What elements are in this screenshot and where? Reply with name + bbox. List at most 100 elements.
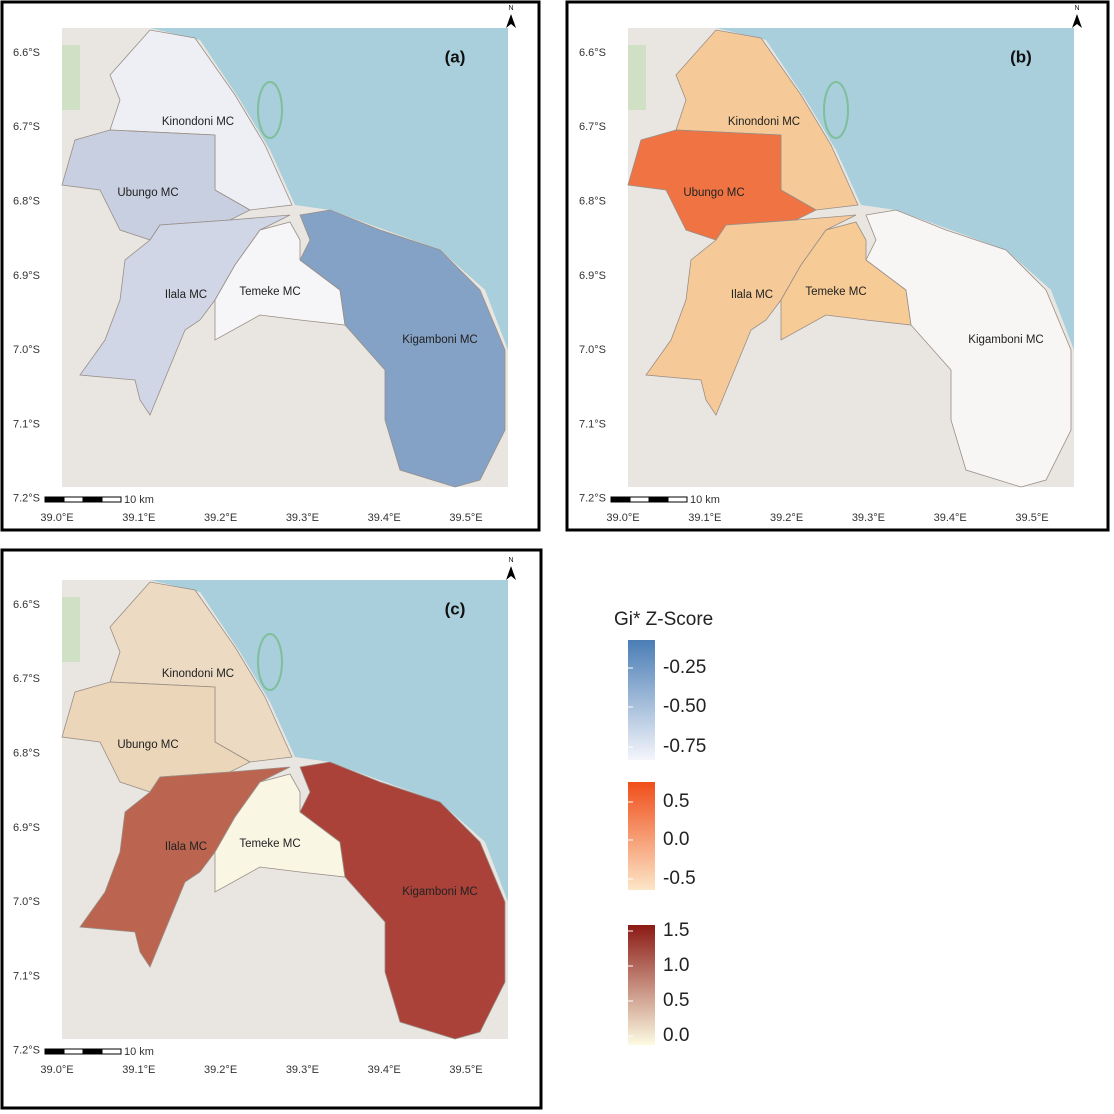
legend-tick-label: 0.0: [663, 1025, 689, 1046]
legend-tick-label: 1.5: [663, 920, 689, 941]
lat-tick-label: 6.6°S: [13, 47, 40, 59]
region-label: Ubungo MC: [117, 187, 178, 199]
scale-bar-segment: [610, 496, 631, 503]
region-label: Ubungo MC: [117, 739, 178, 751]
lat-tick-label: 7.2°S: [13, 1045, 40, 1057]
region-label: Temeke MC: [239, 286, 300, 298]
scale-bar-segment: [63, 496, 84, 503]
region-label: Temeke MC: [805, 286, 866, 298]
lon-tick-label: 39.1°E: [122, 1064, 155, 1076]
lat-tick-label: 7.1°S: [13, 970, 40, 982]
lon-tick-label: 39.4°E: [368, 512, 401, 524]
region: [865, 209, 1072, 488]
region-label: Temeke MC: [239, 838, 300, 850]
scale-bar-segment: [629, 496, 650, 503]
lat-tick-label: 7.2°S: [579, 493, 606, 505]
lat-tick-label: 6.6°S: [13, 599, 40, 611]
region: [627, 129, 817, 241]
legend-tick-label: 0.0: [663, 829, 689, 850]
scale-bar-segment: [44, 496, 65, 503]
region-label: Kigamboni MC: [968, 334, 1043, 346]
lat-tick-label: 6.9°S: [13, 822, 40, 834]
lon-tick-label: 39.2°E: [770, 512, 803, 524]
lat-tick-label: 7.2°S: [13, 493, 40, 505]
legend-tick-label: 0.5: [663, 791, 689, 812]
park: [628, 45, 646, 110]
region: [299, 209, 506, 488]
lon-tick-label: 39.3°E: [852, 512, 885, 524]
legend-tick-label: -0.5: [663, 868, 696, 889]
scale-bar-segment: [667, 496, 688, 503]
region: [645, 214, 857, 416]
map-panel: Kinondoni MC Ubungo MC Ilala MC Temeke MC Ki…: [13, 5, 516, 524]
north-label: N: [1074, 5, 1079, 12]
region: [79, 766, 291, 968]
legend-colorbar: [628, 782, 655, 890]
lon-tick-label: 39.5°E: [449, 512, 482, 524]
legend-tick-label: -0.75: [663, 736, 706, 757]
scale-bar-segment: [82, 496, 103, 503]
island: [257, 633, 283, 691]
legend-colorbar: [628, 925, 655, 1045]
region-label: Kinondoni MC: [162, 116, 234, 128]
lat-tick-label: 6.8°S: [579, 196, 606, 208]
lon-tick-label: 39.4°E: [368, 1064, 401, 1076]
scale-bar-segment: [63, 1048, 84, 1055]
region-label: Kigamboni MC: [402, 334, 477, 346]
legend-title: Gi* Z-Score: [614, 609, 713, 630]
lon-tick-label: 39.2°E: [204, 1064, 237, 1076]
map-panel: Kinondoni MC Ubungo MC Ilala MC Temeke MC Ki…: [579, 5, 1082, 524]
lat-tick-label: 6.8°S: [13, 748, 40, 760]
island: [823, 81, 849, 139]
scale-bar-segment: [82, 1048, 103, 1055]
lon-tick-label: 39.0°E: [40, 1064, 73, 1076]
north-label: N: [508, 557, 513, 564]
lat-tick-label: 6.8°S: [13, 196, 40, 208]
scale-bar-segment: [44, 1048, 65, 1055]
region-label: Ilala MC: [165, 841, 207, 853]
region-label: Ilala MC: [165, 289, 207, 301]
lon-tick-label: 39.0°E: [40, 512, 73, 524]
region: [61, 129, 251, 241]
north-label: N: [508, 5, 513, 12]
panel-label: (b): [1010, 47, 1032, 66]
park: [62, 597, 80, 662]
lat-tick-label: 6.9°S: [579, 270, 606, 282]
lon-tick-label: 39.5°E: [1015, 512, 1048, 524]
scale-bar-segment: [101, 1048, 122, 1055]
lon-tick-label: 39.3°E: [286, 512, 319, 524]
legend-tick-label: -0.25: [663, 657, 706, 678]
region-label: Ilala MC: [731, 289, 773, 301]
legend-tick-label: -0.50: [663, 696, 706, 717]
lon-tick-label: 39.1°E: [122, 512, 155, 524]
lat-tick-label: 7.1°S: [579, 418, 606, 430]
lat-tick-label: 7.0°S: [13, 344, 40, 356]
lon-tick-label: 39.4°E: [934, 512, 967, 524]
park: [62, 45, 80, 110]
scale-bar-segment: [648, 496, 669, 503]
lon-tick-label: 39.1°E: [688, 512, 721, 524]
map-panel: Kinondoni MC Ubungo MC Ilala MC Temeke MC Ki…: [13, 557, 516, 1076]
region: [109, 29, 293, 211]
lat-tick-label: 7.0°S: [579, 344, 606, 356]
north-arrow: [1072, 14, 1082, 28]
panel-label: (c): [445, 599, 466, 618]
north-arrow: [506, 566, 516, 580]
legend-colorbar: [628, 640, 655, 760]
region: [299, 761, 506, 1040]
island: [257, 81, 283, 139]
lon-tick-label: 39.0°E: [606, 512, 639, 524]
scale-bar-label: 10 km: [690, 494, 720, 506]
region-label: Kigamboni MC: [402, 886, 477, 898]
lat-tick-label: 6.7°S: [13, 121, 40, 133]
lat-tick-label: 6.9°S: [13, 270, 40, 282]
region: [61, 681, 251, 793]
lat-tick-label: 6.6°S: [579, 47, 606, 59]
region: [79, 214, 291, 416]
legend-tick-label: 0.5: [663, 990, 689, 1011]
region-label: Kinondoni MC: [728, 116, 800, 128]
lon-tick-label: 39.5°E: [449, 1064, 482, 1076]
legend-tick-label: 1.0: [663, 955, 689, 976]
lat-tick-label: 6.7°S: [13, 673, 40, 685]
